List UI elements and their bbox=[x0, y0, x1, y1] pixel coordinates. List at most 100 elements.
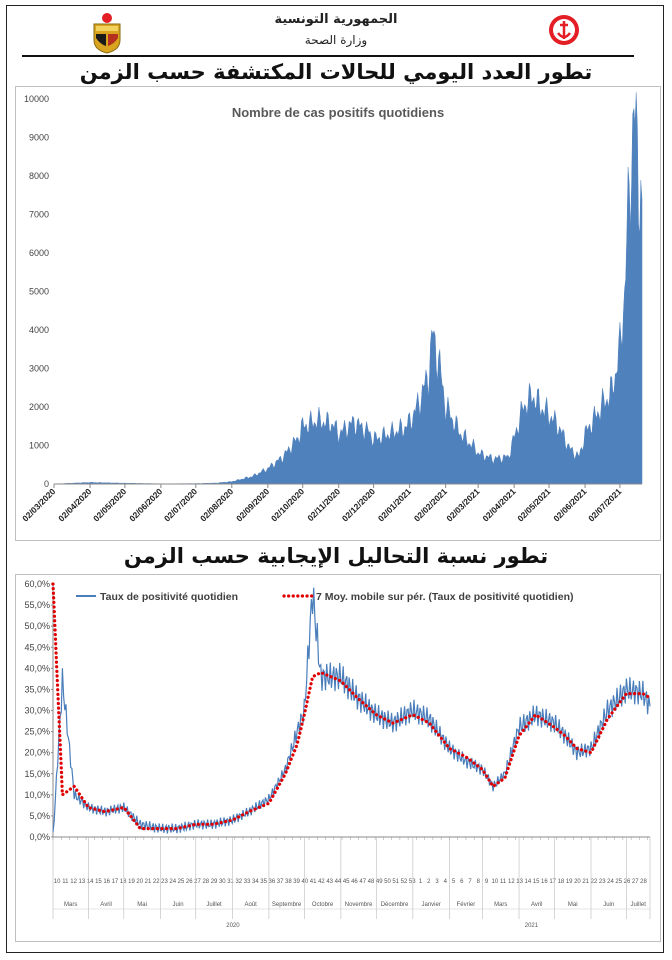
month-label: Mars bbox=[64, 902, 77, 908]
y-tick-label: 10000 bbox=[24, 94, 49, 104]
y-tick-label: 45,0% bbox=[24, 642, 50, 652]
y-tick-label: 1000 bbox=[29, 441, 49, 451]
week-number-label: 38 bbox=[285, 879, 292, 885]
y-tick-label: 2000 bbox=[29, 402, 49, 412]
y-tick-label: 0,0% bbox=[29, 832, 50, 842]
week-number-label: 11 bbox=[62, 879, 69, 885]
week-number-label: 24 bbox=[607, 879, 614, 885]
x-tick-label: 02/12/2020 bbox=[340, 486, 377, 523]
week-number-label: 10 bbox=[492, 879, 499, 885]
week-number-label: 12 bbox=[508, 879, 515, 885]
ministry-label: وزارة الصحة bbox=[304, 33, 368, 47]
x-tick-label: 02/03/2021 bbox=[444, 486, 481, 523]
x-tick-label: 02/02/2021 bbox=[412, 486, 449, 523]
month-label: Septembre bbox=[272, 902, 302, 908]
week-number-label: 31 bbox=[227, 879, 234, 885]
positivity-moving-average-line bbox=[51, 582, 652, 831]
year-label: 2020 bbox=[226, 923, 240, 929]
x-tick-label: 02/11/2020 bbox=[305, 486, 342, 523]
week-number-label: 26 bbox=[624, 879, 631, 885]
y-tick-label: 3000 bbox=[29, 364, 49, 374]
week-number-label: 18 bbox=[558, 879, 565, 885]
legend-label-moving-average: 7 Moy. mobile sur pér. (Taux de positivi… bbox=[316, 591, 573, 603]
week-number-label: 17 bbox=[549, 879, 556, 885]
month-label: Avril bbox=[100, 902, 112, 908]
week-number-label: 52 bbox=[401, 879, 408, 885]
week-number-label: 43 bbox=[326, 879, 333, 885]
y-tick-label: 7000 bbox=[29, 210, 49, 220]
month-label: Octobre bbox=[312, 902, 334, 908]
y-tick-label: 60,0% bbox=[24, 579, 50, 589]
x-tick-label: 02/10/2020 bbox=[269, 486, 306, 523]
x-tick-label: 02/07/2020 bbox=[162, 486, 199, 523]
week-number-label: 35 bbox=[260, 879, 267, 885]
week-number-label: 20 bbox=[574, 879, 581, 885]
week-number-label: 41 bbox=[310, 879, 317, 885]
week-number-label: 28 bbox=[640, 879, 647, 885]
week-number-label: 10 bbox=[54, 879, 61, 885]
week-number-label: 25 bbox=[615, 879, 622, 885]
y-tick-label: 30,0% bbox=[24, 706, 50, 716]
week-number-label: 29 bbox=[211, 879, 218, 885]
week-number-label: 8 bbox=[477, 879, 481, 885]
month-label: Mai bbox=[137, 902, 147, 908]
positivity-chart: 0,0% 5,0% 10,0% 15,0% 20,0% 25,0% 30,0% 35,0% 40… bbox=[24, 579, 652, 929]
x-tick-label: 02/06/2021 bbox=[551, 486, 588, 523]
y-tick-label: 9000 bbox=[29, 133, 49, 143]
month-label: Juillet bbox=[206, 902, 222, 908]
y-tick-label: 15,0% bbox=[24, 769, 50, 779]
daily-cases-chart-box: Nombre de cas positifs quotidiens 0 1000 20… bbox=[15, 86, 661, 541]
week-number-label: 25 bbox=[178, 879, 185, 885]
week-number-label: 22 bbox=[153, 879, 160, 885]
week-number-label: 32 bbox=[235, 879, 242, 885]
week-number-label: 23 bbox=[599, 879, 606, 885]
week-number-label: 22 bbox=[591, 879, 598, 885]
x-tick-label: 02/05/2020 bbox=[91, 486, 128, 523]
week-number-label: 11 bbox=[500, 879, 507, 885]
y-tick-label: 25,0% bbox=[24, 727, 50, 737]
week-number-label: 44 bbox=[335, 879, 342, 885]
month-label: Juin bbox=[603, 902, 614, 908]
section2-title: تطور نسبة التحاليل الإيجابية حسب الزمن bbox=[123, 544, 549, 568]
week-number-label: 14 bbox=[87, 879, 94, 885]
week-number-label: 39 bbox=[293, 879, 300, 885]
month-label: Décembre bbox=[381, 902, 409, 908]
week-number-label: 42 bbox=[318, 879, 325, 885]
week-number-label: 14 bbox=[525, 879, 532, 885]
month-label: Août bbox=[244, 902, 257, 908]
week-number-label: 27 bbox=[194, 879, 201, 885]
y-tick-label: 35,0% bbox=[24, 684, 50, 694]
week-number-label: 16 bbox=[541, 879, 548, 885]
week-number-label: 33 bbox=[244, 879, 251, 885]
positivity-chart-box: 0,0% 5,0% 10,0% 15,0% 20,0% 25,0% 30,0% 35,0% 40… bbox=[15, 574, 661, 942]
week-number-label: 23 bbox=[161, 879, 168, 885]
week-number-label: 3 bbox=[435, 879, 439, 885]
x-tick-label: 02/04/2021 bbox=[480, 486, 517, 523]
month-label: Février bbox=[457, 902, 476, 908]
x-tick-label: 02/05/2021 bbox=[515, 486, 552, 523]
week-number-label: 2 bbox=[427, 879, 431, 885]
daily-cases-chart: Nombre de cas positifs quotidiens 0 1000 20… bbox=[20, 92, 643, 523]
month-label: Novembre bbox=[345, 902, 373, 908]
y-tick-label: 5000 bbox=[29, 287, 49, 297]
week-number-label: 45 bbox=[343, 879, 350, 885]
week-number-label: 5 bbox=[452, 879, 456, 885]
week-number-label: 48 bbox=[368, 879, 375, 885]
section1-title: تطور العدد اليومي للحالات المكتشفة حسب ا… bbox=[79, 60, 593, 84]
month-label: Mars bbox=[494, 902, 507, 908]
y-tick-label: 20,0% bbox=[24, 748, 50, 758]
week-number-label: 27 bbox=[632, 879, 639, 885]
x-tick-label: 02/06/2020 bbox=[127, 486, 164, 523]
republic-label: الجمهورية التونسية bbox=[274, 12, 398, 27]
month-label: Janvier bbox=[421, 902, 440, 908]
week-number-label: 47 bbox=[359, 879, 366, 885]
y-tick-label: 10,0% bbox=[24, 790, 50, 800]
chart-title: Nombre de cas positifs quotidiens bbox=[232, 105, 444, 120]
y-tick-label: 6000 bbox=[29, 248, 49, 258]
week-number-label: 12 bbox=[70, 879, 77, 885]
y-tick-label: 5,0% bbox=[29, 811, 50, 821]
x-tick-label: 02/07/2021 bbox=[586, 486, 623, 523]
week-number-label: 28 bbox=[202, 879, 209, 885]
x-tick-label: 02/01/2021 bbox=[376, 486, 413, 523]
week-number-label: 37 bbox=[277, 879, 284, 885]
